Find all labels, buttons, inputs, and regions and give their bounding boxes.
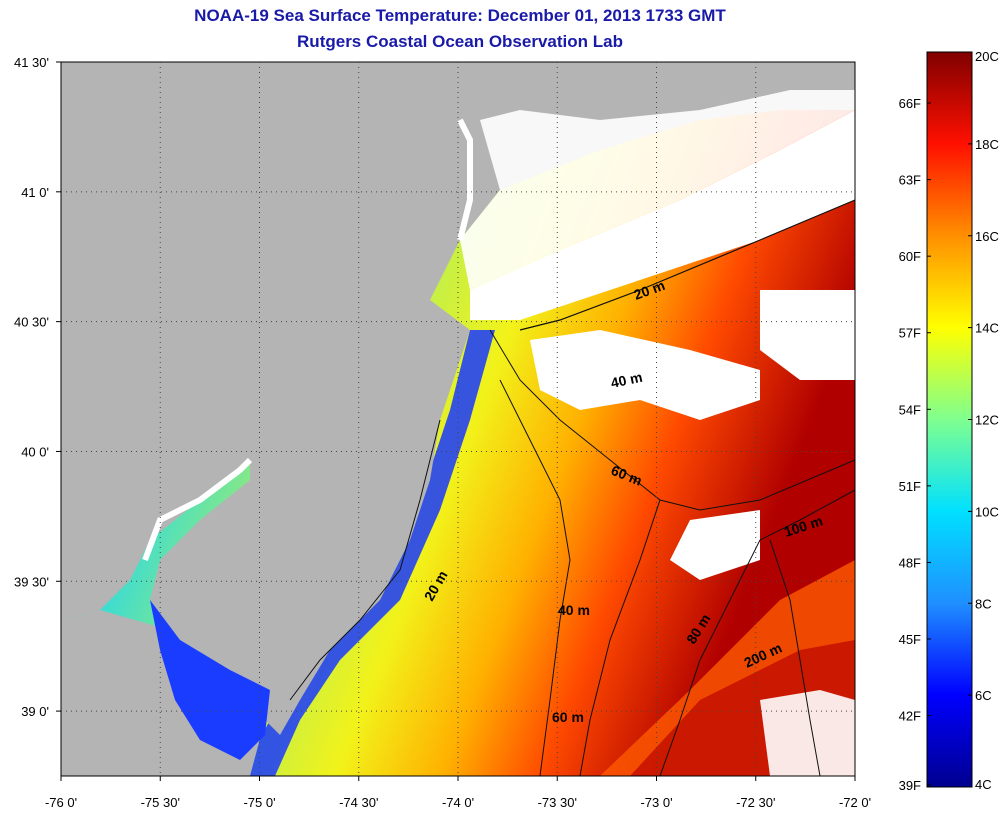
celsius-label: 6C	[975, 688, 992, 703]
contour-80m	[659, 539, 761, 776]
cloud-patch-south	[670, 510, 760, 580]
fahrenheit-label: 42F	[899, 709, 921, 724]
celsius-label: 8C	[975, 596, 992, 611]
latitude-labels: 41 30' 41 0' 40 30' 40 0' 39 30' 39 0'	[14, 55, 49, 719]
northern-cloud	[460, 90, 855, 290]
contour-60m-a	[489, 329, 855, 511]
fahrenheit-label: 57F	[899, 326, 921, 341]
y-tick-label: 41 0'	[21, 185, 49, 200]
x-tick-label: -72 30'	[736, 795, 775, 810]
contour-label: 40 m	[609, 369, 644, 391]
celsius-label: 10C	[975, 504, 999, 519]
long-island-shore	[519, 199, 855, 331]
y-tick-label: 39 30'	[14, 574, 49, 589]
land-mass	[61, 62, 855, 735]
contour-40m	[499, 379, 571, 776]
colorbar-ticks	[927, 51, 972, 788]
celsius-labels: 20C 18C 16C 14C 12C 10C 8C 6C 4C	[975, 49, 999, 792]
fahrenheit-labels: 66F 63F 60F 57F 54F 51F 48F 45F 42F 39F	[899, 96, 921, 793]
contour-label: 60 m	[552, 709, 584, 725]
delaware-bay	[150, 600, 270, 760]
y-tick-label: 39 0'	[21, 704, 49, 719]
fahrenheit-label: 51F	[899, 479, 921, 494]
x-tick-label: -76 0'	[45, 795, 77, 810]
fahrenheit-label: 63F	[899, 173, 921, 188]
x-tick-label: -74 0'	[442, 795, 474, 810]
fahrenheit-label: 48F	[899, 555, 921, 570]
longitude-labels: -76 0' -75 30' -75 0' -74 30' -74 0' -73 30' -…	[45, 795, 871, 810]
y-tick-label: 40 0'	[21, 444, 49, 459]
x-tick-label: -75 30'	[141, 795, 180, 810]
contour-100m	[759, 489, 855, 541]
fahrenheit-label: 45F	[899, 632, 921, 647]
colorbar	[926, 51, 973, 788]
x-tick-label: -74 30'	[339, 795, 378, 810]
contour-200m	[769, 539, 821, 776]
contour-20m	[289, 419, 441, 701]
map-title: NOAA-19 Sea Surface Temperature: Decembe…	[194, 6, 726, 25]
celsius-label: 4C	[975, 777, 992, 792]
celsius-label: 20C	[975, 49, 999, 64]
contour-60m-b	[579, 499, 661, 776]
celsius-label: 14C	[975, 321, 999, 336]
cold-coastal-water	[240, 330, 495, 776]
x-tick-label: -72 0'	[839, 795, 871, 810]
graticule	[56, 61, 856, 781]
y-tick-label: 40 30'	[14, 315, 49, 330]
celsius-label: 16C	[975, 229, 999, 244]
cloud-patch-east	[760, 290, 855, 380]
long-island-cloud	[470, 110, 855, 320]
x-tick-label: -73 0'	[640, 795, 672, 810]
y-tick-label: 41 30'	[14, 55, 49, 70]
delaware-river	[142, 457, 253, 562]
fahrenheit-label: 39F	[899, 778, 921, 793]
contour-label: 40 m	[558, 602, 590, 618]
map-subtitle: Rutgers Coastal Ocean Observation Lab	[297, 32, 623, 51]
celsius-label: 12C	[975, 413, 999, 428]
cloud-patch	[530, 330, 760, 420]
fahrenheit-label: 54F	[899, 402, 921, 417]
fahrenheit-label: 60F	[899, 249, 921, 264]
x-tick-label: -75 0'	[243, 795, 275, 810]
fahrenheit-label: 66F	[899, 96, 921, 111]
hudson-river	[457, 118, 473, 241]
x-tick-label: -73 30'	[538, 795, 577, 810]
celsius-label: 18C	[975, 137, 999, 152]
